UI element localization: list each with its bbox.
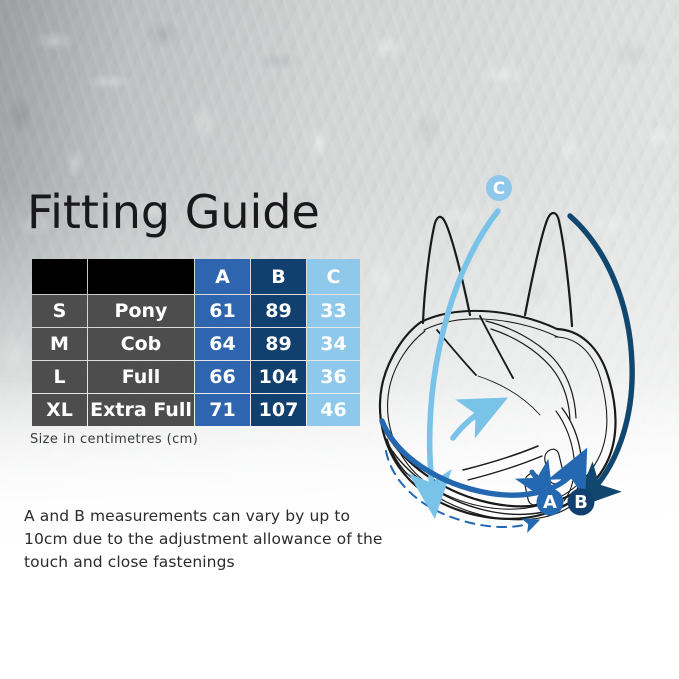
marker-a-label: A — [543, 492, 557, 513]
marker-c-circle — [486, 175, 512, 201]
cell-b: 107 — [251, 394, 306, 426]
table-header-blank-size — [32, 259, 87, 294]
poll-seam — [420, 309, 558, 330]
cell-size: M — [32, 328, 87, 360]
marker-c-label: C — [493, 179, 505, 199]
throat-strap-upper — [462, 445, 539, 471]
table-header-a: A — [195, 259, 250, 294]
table-row: L Full 66 104 36 — [32, 361, 360, 393]
marker-c: C — [486, 175, 512, 201]
right-ear-outline — [523, 211, 574, 328]
marker-b: B — [567, 488, 595, 516]
table-header-row: A B C — [32, 259, 360, 294]
cell-c: 33 — [307, 295, 360, 327]
size-units-caption: Size in centimetres (cm) — [30, 432, 199, 447]
cell-size: XL — [32, 394, 87, 426]
cell-b: 89 — [251, 295, 306, 327]
marker-a: A — [536, 488, 564, 516]
measure-path-a-tail — [514, 458, 554, 506]
page-title: Fitting Guide — [27, 185, 320, 239]
cell-c: 46 — [307, 394, 360, 426]
darted-panel-right-outer — [485, 320, 577, 419]
throat-strap-lower — [467, 455, 543, 481]
measure-path-b — [567, 213, 635, 509]
fastening-tab-upper — [544, 448, 564, 485]
marker-b-label: B — [574, 492, 588, 513]
table-row: S Pony 61 89 33 — [32, 295, 360, 327]
table-header-c: C — [307, 259, 360, 294]
cell-name: Pony — [88, 295, 194, 327]
muzzle-rim-edge — [386, 438, 408, 475]
cell-size: L — [32, 361, 87, 393]
marker-b-circle — [567, 488, 595, 516]
muzzle-hidden-edge-dashed — [385, 450, 541, 534]
cell-c: 36 — [307, 361, 360, 393]
size-chart-table: A B C S Pony 61 89 33 M Cob 64 89 34 L — [31, 258, 361, 427]
measure-path-c — [408, 208, 501, 519]
darted-panel-right-inner — [490, 328, 571, 421]
left-ear-outline — [421, 215, 472, 325]
mask-head-inner-edge — [387, 330, 608, 510]
table-header-b: B — [251, 259, 306, 294]
measure-path-a — [379, 418, 588, 499]
table-row: XL Extra Full 71 107 46 — [32, 394, 360, 426]
muzzle-panel-outline — [561, 407, 583, 503]
cell-name: Extra Full — [88, 394, 194, 426]
marker-a-circle — [536, 488, 564, 516]
cell-name: Full — [88, 361, 194, 393]
cell-c: 34 — [307, 328, 360, 360]
cell-name: Cob — [88, 328, 194, 360]
cell-b: 89 — [251, 328, 306, 360]
cell-b: 104 — [251, 361, 306, 393]
cell-a: 61 — [195, 295, 250, 327]
measurement-note: A and B measurements can vary by up to 1… — [24, 507, 383, 571]
cheek-crease — [477, 375, 541, 416]
poll-seam-inner — [423, 318, 559, 338]
cell-size: S — [32, 295, 87, 327]
eye-dart-diagonal — [479, 315, 514, 379]
cell-a: 66 — [195, 361, 250, 393]
table-header-blank-name — [88, 259, 194, 294]
cell-a: 64 — [195, 328, 250, 360]
cell-a: 71 — [195, 394, 250, 426]
measure-path-c-hook — [450, 397, 509, 441]
fly-mask-diagram: C A B — [358, 108, 679, 538]
mask-outline-group — [378, 211, 617, 521]
table-row: M Cob 64 89 34 — [32, 328, 360, 360]
